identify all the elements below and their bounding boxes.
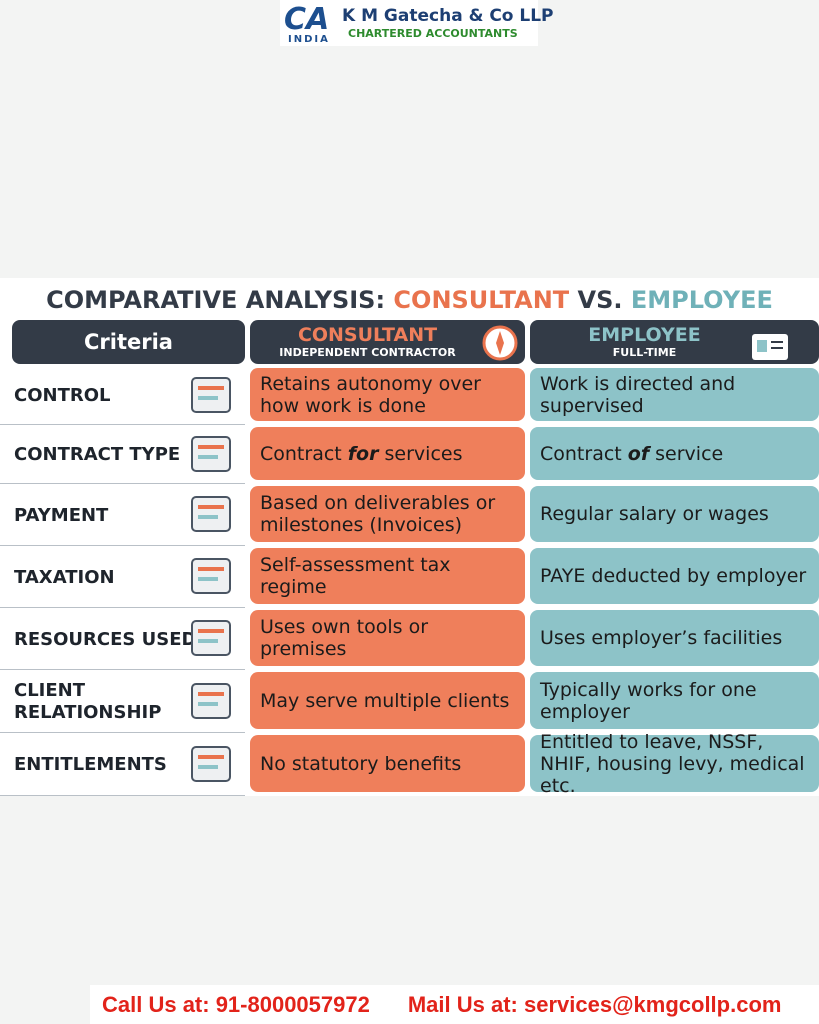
footer: Call Us at: 91-8000057972 Mail Us at: se…: [90, 985, 819, 1024]
criterion: CONTROL: [0, 368, 245, 425]
column-title: EMPLOYEE: [588, 324, 701, 346]
employee-cell: Work is directed and supervised: [530, 368, 819, 421]
criterion: CONTRACT TYPE: [0, 427, 245, 484]
text: services: [378, 442, 463, 465]
criterion-line: ENTITLEMENTS: [14, 754, 167, 775]
criterion: TAXATION: [0, 548, 245, 608]
email: Mail Us at: services@kmgcollp.com: [407, 991, 782, 1017]
row-icon: [191, 435, 231, 472]
text: Contract: [260, 442, 348, 465]
row-icon: [191, 496, 231, 532]
cell-text: Typically works for one employer: [540, 679, 809, 723]
criterion-line: CONTROL: [14, 385, 111, 406]
consultant-cell: May serve multiple clients: [250, 672, 525, 729]
criterion-line: CLIENT: [14, 680, 86, 701]
consultant-cell: Based on deliverables or milestones (Inv…: [250, 486, 525, 542]
criterion-line: PAYMENT: [14, 504, 109, 526]
row-icon: [191, 558, 231, 594]
consultant-header: CONSULTANT INDEPENDENT CONTRACTOR: [250, 320, 525, 364]
column-title: CONSULTANT: [297, 324, 438, 346]
criterion-line: RESOURCES USED: [14, 628, 197, 650]
criterion: CLIENT RELATIONSHIP: [0, 672, 245, 733]
text: Entitled to leave, NSSF, NHIF, housing l…: [540, 730, 811, 797]
badge-icon: [752, 334, 788, 360]
employee-cell: Contract of service: [530, 427, 819, 480]
compass-icon: [482, 325, 518, 361]
employee-header: EMPLOYEE FULL-TIME: [530, 320, 819, 364]
cell-text: May serve multiple clients: [260, 690, 509, 712]
consultant-cell: No statutory benefits: [250, 735, 525, 792]
text: Uses employer’s facilities: [540, 627, 783, 649]
logo-country: INDIA: [288, 34, 330, 45]
cell-text: Contract for services: [260, 443, 462, 465]
cell-text: PAYE deducted by employer: [540, 565, 806, 587]
criterion: RESOURCES USED: [0, 610, 245, 670]
text: Regular salary or wages: [540, 503, 769, 525]
text: PAYE deducted by employer: [540, 565, 807, 587]
criterion-line: CONTRACT TYPE: [14, 444, 181, 465]
cell-text: Contract of service: [540, 443, 723, 465]
text: Contract: [540, 442, 628, 465]
row-icon: [191, 682, 231, 719]
row-icon: [191, 745, 231, 782]
emphasis: of: [627, 442, 650, 465]
text: No statutory benefits: [260, 752, 462, 775]
title-left: CONSULTANT: [393, 286, 570, 314]
text: Retains autonomy over how work is done: [260, 372, 488, 417]
emphasis: for: [347, 442, 379, 465]
logo-mark: CA: [284, 2, 330, 37]
cell-text: Entitled to leave, NSSF, NHIF, housing l…: [540, 731, 809, 797]
text: May serve multiple clients: [260, 689, 510, 712]
title-right: EMPLOYEE: [630, 286, 773, 314]
cell-text: Uses employer’s facilities: [540, 627, 782, 649]
comparison-panel: COMPARATIVE ANALYSIS: CONSULTANT VS. EMP…: [0, 278, 819, 797]
cell-text: No statutory benefits: [260, 753, 461, 775]
cell-text: Regular salary or wages: [540, 503, 769, 525]
text: Typically works for one employer: [540, 678, 763, 723]
firm-tagline: CHARTERED ACCOUNTANTS: [348, 27, 518, 40]
employee-cell: Regular salary or wages: [530, 486, 819, 542]
phone: Call Us at: 91-8000057972: [102, 991, 370, 1017]
row-icon: [191, 376, 231, 413]
criteria-header: Criteria: [12, 320, 245, 364]
column-subtitle: FULL-TIME: [612, 346, 677, 359]
row-icon: [191, 620, 231, 656]
employee-cell: PAYE deducted by employer: [530, 548, 819, 604]
consultant-cell: Contract for services: [250, 427, 525, 480]
consultant-cell: Self-assessment tax regime: [250, 548, 525, 604]
text: Uses own tools or premises: [260, 616, 435, 660]
criterion-line: RELATIONSHIP: [14, 702, 162, 723]
cell-text: Uses own tools or premises: [260, 616, 515, 660]
text: service: [649, 442, 724, 465]
text: Based on deliverables or milestones (Inv…: [260, 492, 502, 536]
firm-name: K M Gatecha & Co LLP: [342, 6, 554, 26]
text: Self-assessment tax regime: [260, 554, 457, 598]
criterion: ENTITLEMENTS: [0, 735, 245, 796]
criterion: PAYMENT: [0, 486, 245, 546]
consultant-cell: Retains autonomy over how work is done: [250, 368, 525, 421]
cell-text: Self-assessment tax regime: [260, 554, 515, 598]
title-lead: COMPARATIVE ANALYSIS:: [46, 286, 386, 314]
consultant-cell: Uses own tools or premises: [250, 610, 525, 666]
employee-cell: Typically works for one employer: [530, 672, 819, 729]
criterion-line: TAXATION: [14, 566, 115, 588]
employee-cell: Entitled to leave, NSSF, NHIF, housing l…: [530, 731, 819, 797]
cell-text: Based on deliverables or milestones (Inv…: [260, 492, 515, 536]
title: COMPARATIVE ANALYSIS: CONSULTANT VS. EMP…: [0, 286, 819, 314]
column-subtitle: INDEPENDENT CONTRACTOR: [279, 346, 456, 359]
cell-text: Retains autonomy over how work is done: [260, 373, 515, 417]
text: Work is directed and supervised: [540, 372, 742, 417]
employee-cell: Uses employer’s facilities: [530, 610, 819, 666]
logo-box: CA INDIA K M Gatecha & Co LLP CHARTERED …: [280, 0, 554, 46]
title-versus: VS.: [577, 286, 623, 314]
cell-text: Work is directed and supervised: [540, 373, 809, 417]
